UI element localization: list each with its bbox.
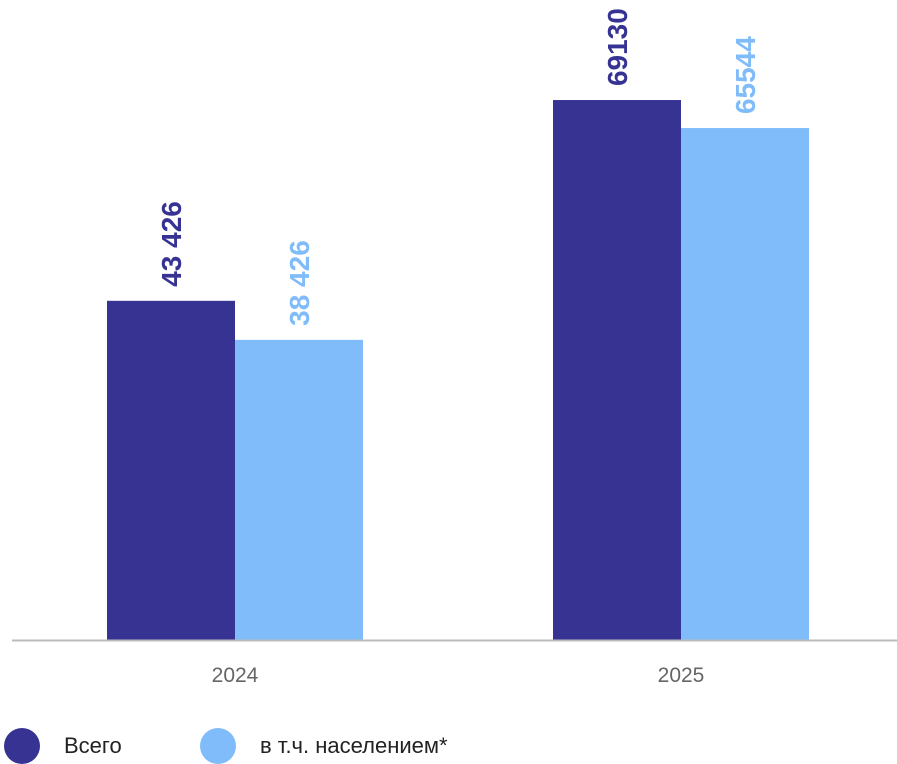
legend-item-total: Всего [4, 728, 122, 764]
bar-chart: 43 426 38 426 2024 69130 65544 2025 [12, 8, 897, 687]
data-label-population-2024: 38 426 [284, 240, 315, 326]
data-label-total-2025: 69130 [602, 8, 633, 86]
legend-label-population: в т.ч. населением* [260, 733, 448, 758]
legend-item-population: в т.ч. населением* [200, 728, 448, 764]
legend-label-total: Всего [64, 733, 122, 758]
bar-total-2025 [553, 100, 681, 641]
x-tick-label-2024: 2024 [212, 664, 259, 687]
x-tick-label-2025: 2025 [658, 664, 705, 687]
bar-population-2025 [681, 128, 809, 640]
legend-swatch-total [4, 728, 40, 764]
legend-swatch-population [200, 728, 236, 764]
data-label-total-2024: 43 426 [156, 201, 187, 287]
data-label-population-2025: 65544 [730, 36, 761, 114]
bar-total-2024 [107, 300, 235, 640]
legend: Всего в т.ч. населением* [0, 728, 897, 764]
bar-population-2024 [235, 339, 363, 640]
